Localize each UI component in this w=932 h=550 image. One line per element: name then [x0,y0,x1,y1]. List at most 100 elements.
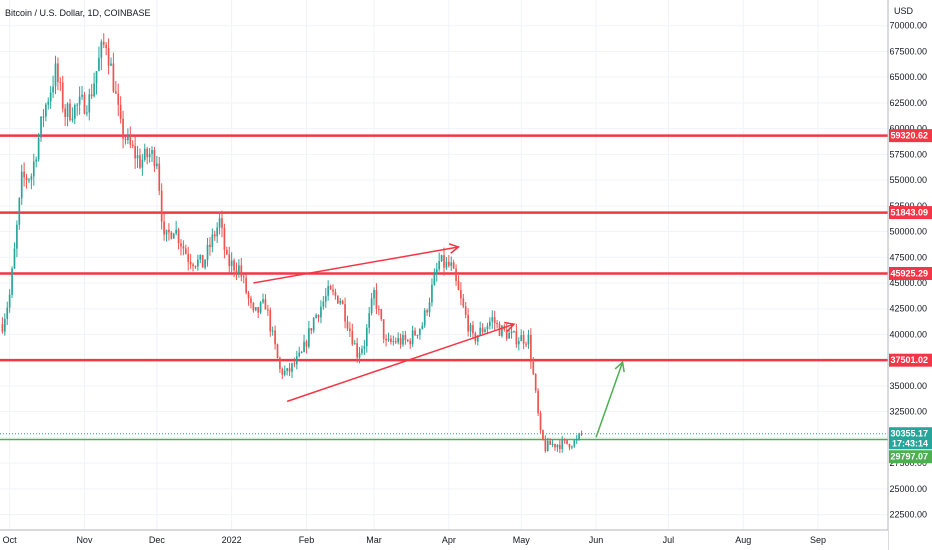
resistance-tag-text: 37501.02 [890,355,928,365]
candle-body [131,144,134,147]
candle-body [479,327,482,336]
candle-body [382,319,385,339]
last-price-tag-countdown: 17:43:14 [892,439,928,449]
candle-body [184,248,187,254]
candle-body [558,444,561,450]
candle-body [435,269,438,275]
horizontal-levels [0,134,888,441]
candle-body [508,333,510,339]
y-tick-label: 25000.00 [889,484,927,494]
candle-body [30,176,33,180]
candle-body [127,134,129,141]
candle-body [281,368,284,375]
x-tick-label: Feb [299,535,315,545]
candle-body [411,330,414,345]
candle-body [527,334,530,345]
candle-body [341,300,344,305]
candle-body [148,153,151,158]
candle-body [168,229,170,233]
resistance-tag-box [889,129,932,143]
candle-body [404,335,407,341]
time-axis-background[interactable] [0,530,888,550]
candle-body [419,328,421,336]
candle-body [245,277,247,293]
x-tick-label: Apr [442,535,456,545]
candle-body [568,443,571,448]
candle-body [447,261,450,266]
candle-body [177,229,180,244]
candle-body [95,71,98,84]
candle-body [170,232,173,239]
candle-body [189,261,192,265]
candle-body [8,294,11,308]
candle-body [42,116,45,118]
candle-body [240,265,243,277]
candle-body [431,284,433,303]
candle-body [320,306,322,318]
candle-body [573,440,576,447]
candle-body [233,260,235,271]
candle-body [339,300,342,304]
candle-body [250,298,252,303]
candle-body [223,228,226,250]
candle-body [356,343,358,358]
candle-body [16,224,18,249]
candle-body [199,254,202,260]
candle-body [153,150,156,167]
trend-annotations [253,243,625,438]
candle-body [1,324,4,332]
candle-body [571,446,573,448]
candle-body [327,285,330,296]
resistance-tag-text: 51843.09 [890,208,928,218]
candle-body [378,308,380,310]
candle-body [566,440,568,444]
channel-upper-arrow [253,246,459,284]
time-axis-ticks: Oct Nov Dec 2022 Feb Mar Apr May Jun Jul Aug Sep [3,535,826,545]
candle-body [409,340,412,345]
y-tick-label: 45000.00 [889,278,927,288]
candle-body [373,289,375,299]
candle-body [197,259,199,267]
candle-body [390,338,392,342]
candle-body [501,325,503,336]
candle-body [365,327,368,347]
candle-body [49,92,52,102]
projection-arrow-head [614,360,625,373]
candle-body [303,341,305,353]
candle-body [88,94,91,113]
candle-body [156,163,158,167]
candle-body [269,310,272,332]
y-tick-label: 57500.00 [889,149,927,159]
candle-body [542,430,544,440]
candle-body [204,259,206,268]
candle-body [295,356,298,365]
candle-body [141,159,144,168]
candle-body [235,270,238,274]
candle-body [517,341,520,345]
y-tick-label: 35000.00 [889,381,927,391]
resistance-tag-box [889,266,932,280]
candle-body [426,310,428,313]
candle-body [505,329,508,339]
candle-body [69,103,71,121]
chart-grid [0,0,888,530]
candle-body [336,295,339,304]
candle-body [247,292,250,299]
candle-body [392,341,395,343]
candle-body [312,318,315,331]
channel-lower-arrow [286,323,515,403]
candle-body [416,335,419,337]
resistance-tag-text: 59320.62 [890,131,928,141]
candle-body [332,289,334,292]
price-axis-ticks: 22500.0025000.0027500.0030000.0032500.00… [889,21,927,520]
candle-body [182,246,185,249]
candle-body [175,229,177,234]
candle-body [209,244,211,248]
candle-body [428,302,431,313]
candle-body [78,96,81,105]
x-tick-label: Aug [735,535,751,545]
candle-body [81,94,83,97]
candle-body [525,343,527,345]
candle-body [163,221,165,235]
